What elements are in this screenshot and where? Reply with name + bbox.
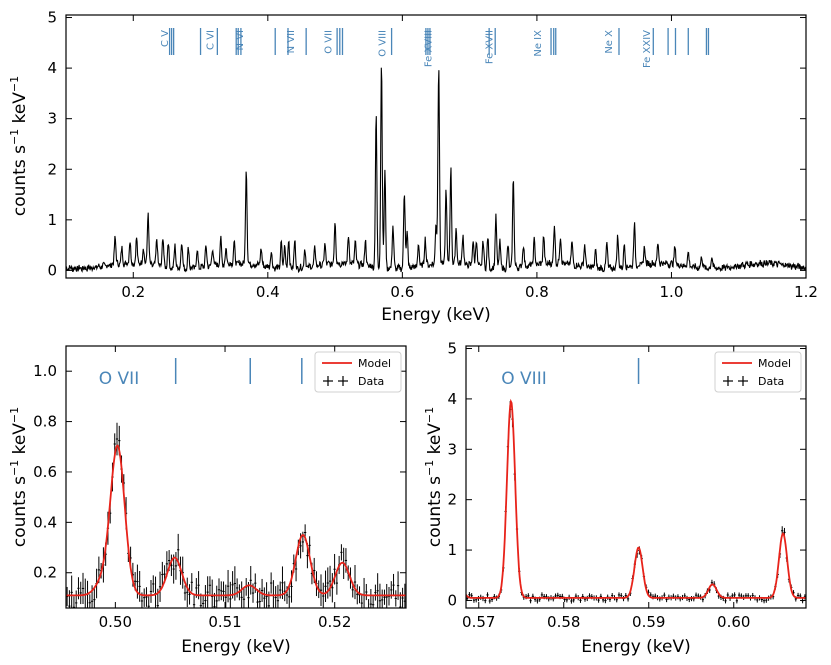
ion-label: C VI xyxy=(205,30,216,50)
ion-label: Fe XVIII xyxy=(423,30,434,67)
y-tick-label: 1 xyxy=(447,541,457,559)
x-tick-label: 0.2 xyxy=(121,283,145,301)
o8-model-line xyxy=(466,398,806,599)
x-tick-label: 0.8 xyxy=(525,283,549,301)
x-tick-label: 0.50 xyxy=(99,613,132,631)
x-tick-label: 0.57 xyxy=(462,613,495,631)
y-tick-label: 0.8 xyxy=(33,413,57,431)
o7-y-ticks: 0.2 0.4 0.6 0.8 1.0 xyxy=(33,362,406,582)
o8-legend-data: Data xyxy=(758,375,784,388)
y-tick-label: 0.6 xyxy=(33,463,57,481)
o7-legend-model: Model xyxy=(358,357,391,370)
top-x-axis-label: Energy (keV) xyxy=(381,305,491,325)
o7-panel: O VII 0.50 0.51 0.52 0.2 0.4 0.6 0.8 1.0 Model… xyxy=(8,345,407,657)
y-tick-label: 2 xyxy=(47,160,57,178)
o7-plot-frame xyxy=(65,345,407,609)
top-y-axis-label: counts s−1 keV−1 xyxy=(8,76,30,216)
top-y-ticks: 0 1 2 3 4 5 xyxy=(47,9,806,279)
y-tick-label: 2 xyxy=(447,491,457,509)
o7-y-axis-label: counts s−1 keV−1 xyxy=(8,407,30,547)
o8-data-points xyxy=(466,401,806,604)
x-tick-label: 1.2 xyxy=(794,283,818,301)
y-tick-label: 4 xyxy=(47,59,57,77)
ion-label: Fe XVII xyxy=(484,30,495,64)
o7-x-axis-label: Energy (keV) xyxy=(181,637,291,657)
y-tick-label: 0.4 xyxy=(33,513,57,531)
ion-label: N VI xyxy=(235,30,246,50)
o8-legend: Model Data xyxy=(714,351,802,393)
o8-y-axis-label: counts s−1 keV−1 xyxy=(423,407,445,547)
y-tick-label: 0 xyxy=(447,591,457,609)
y-tick-label: 0 xyxy=(47,261,57,279)
x-tick-label: 0.52 xyxy=(318,613,351,631)
ion-label: O VIII xyxy=(378,30,389,57)
ion-label: O VII xyxy=(324,30,335,54)
y-tick-label: 4 xyxy=(447,390,457,408)
y-tick-label: 5 xyxy=(447,340,457,358)
y-tick-label: 3 xyxy=(47,110,57,128)
top-x-ticks: 0.2 0.4 0.6 0.8 1.0 1.2 xyxy=(121,15,818,301)
o8-x-axis-label: Energy (keV) xyxy=(581,637,691,657)
ion-labels: C V C VI N VI N VII O VII O VIII Fe XVIII Fe XV… xyxy=(160,30,653,68)
ion-label: Ne X xyxy=(604,30,615,54)
x-tick-label: 0.60 xyxy=(717,613,750,631)
ion-label: C V xyxy=(160,30,171,47)
ion-label: Fe XXIV xyxy=(642,30,653,68)
x-tick-label: 0.59 xyxy=(632,613,665,631)
y-tick-label: 5 xyxy=(47,9,57,27)
o8-ion-label: O VIII xyxy=(501,369,546,389)
x-tick-label: 0.51 xyxy=(208,613,241,631)
ion-label: N VII xyxy=(286,30,297,53)
o8-plot-frame xyxy=(465,345,807,609)
ion-label: Ne IX xyxy=(533,30,544,57)
o7-x-ticks: 0.50 0.51 0.52 xyxy=(99,346,351,631)
y-tick-label: 1.0 xyxy=(33,362,57,380)
o8-y-ticks: 0 1 2 3 4 5 xyxy=(447,340,806,609)
o8-panel: O VIII 0.57 0.58 0.59 0.60 0 1 2 3 4 5 Model Dat… xyxy=(423,340,807,657)
o8-x-ticks: 0.57 0.58 0.59 0.60 xyxy=(462,346,750,631)
o8-legend-model: Model xyxy=(758,357,791,370)
y-tick-label: 1 xyxy=(47,211,57,229)
top-plot-frame xyxy=(65,14,807,279)
x-tick-label: 0.6 xyxy=(390,283,414,301)
y-tick-label: 0.2 xyxy=(33,564,57,582)
spectrum-line xyxy=(66,67,806,274)
x-tick-label: 0.4 xyxy=(256,283,280,301)
o7-line-markers xyxy=(174,358,303,384)
top-panel: C V C VI N VI N VII O VII O VIII Fe XVIII Fe XV… xyxy=(8,9,818,325)
o7-model-line xyxy=(66,444,406,597)
o7-legend-data: Data xyxy=(358,375,384,388)
x-tick-label: 1.0 xyxy=(660,283,684,301)
y-tick-label: 3 xyxy=(447,440,457,458)
x-tick-label: 0.58 xyxy=(547,613,580,631)
o7-ion-label: O VII xyxy=(99,369,139,389)
ion-line-markers xyxy=(168,28,710,55)
o7-data-points xyxy=(66,422,406,608)
o7-legend: Model Data xyxy=(314,351,402,393)
